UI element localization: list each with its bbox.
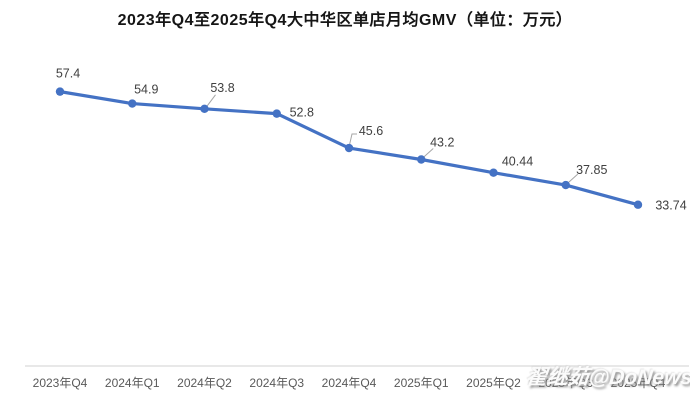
data-point-marker (55, 87, 65, 96)
data-label: 40.44 (502, 155, 533, 169)
x-tick-label: 2024年Q1 (105, 376, 160, 390)
data-point-marker (272, 109, 281, 118)
data-point-marker (344, 143, 354, 153)
x-tick-label: 2025年Q1 (394, 376, 449, 390)
data-point-marker (128, 99, 137, 108)
data-point-marker (561, 180, 570, 190)
data-label: 54.9 (134, 83, 158, 97)
label-leader-line (348, 133, 357, 148)
label-leader-line (422, 148, 434, 158)
data-label: 52.8 (290, 106, 314, 120)
data-label: 33.74 (655, 199, 686, 213)
x-tick-label: 2024年Q2 (177, 376, 232, 390)
x-tick-label: 2025年Q4 (611, 376, 666, 390)
x-tick-label: 2025年Q2 (466, 376, 521, 390)
data-label: 43.2 (430, 136, 454, 150)
label-leader-line (206, 94, 216, 108)
data-label: 57.4 (56, 67, 80, 81)
x-tick-label: 2023年Q4 (33, 376, 88, 390)
x-tick-label: 2024年Q3 (249, 376, 304, 390)
data-point-marker (417, 155, 426, 164)
label-leader-line (567, 173, 579, 184)
data-point-marker (200, 104, 209, 114)
data-point-marker (633, 200, 643, 209)
data-label: 53.8 (210, 81, 234, 95)
x-tick-label: 2025年Q3 (538, 376, 593, 390)
data-label: 45.6 (359, 124, 383, 138)
data-point-marker (489, 168, 498, 177)
chart-title: 2023年Q4至2025年Q4大中华区单店月均GMV（单位：万元） (117, 12, 573, 29)
data-label: 37.85 (576, 163, 607, 177)
x-tick-label: 2024年Q4 (322, 376, 377, 390)
